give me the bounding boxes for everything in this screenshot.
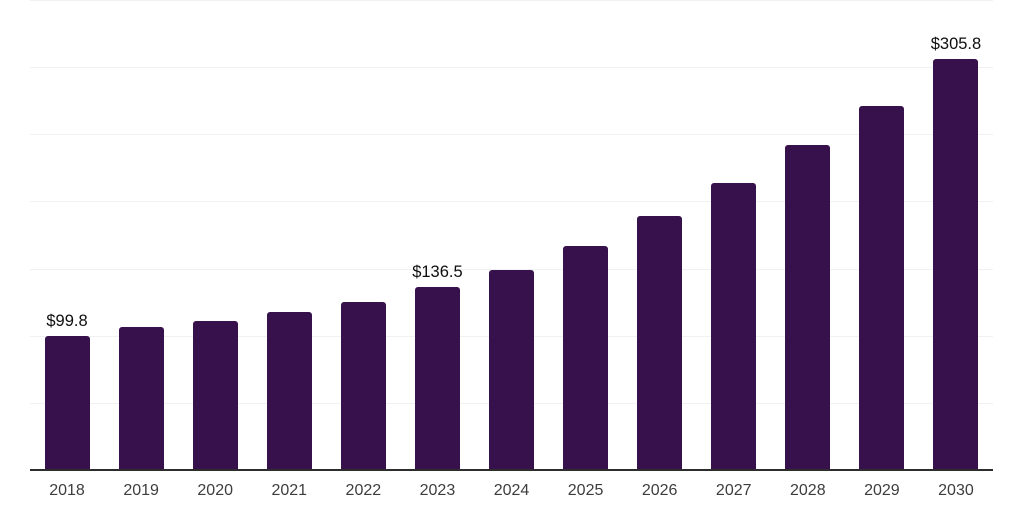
bar-2019 — [118, 327, 164, 470]
x-tick-label-2023: 2023 — [419, 482, 456, 499]
bar-2028 — [785, 145, 831, 470]
bar-2024 — [489, 270, 534, 470]
gridline-250 — [30, 134, 993, 136]
gridline-150 — [30, 268, 993, 270]
x-tick-label-2026: 2026 — [641, 482, 678, 499]
gridline-350 — [30, 0, 993, 1]
bar-2027 — [711, 183, 757, 470]
x-tick-label-2022: 2022 — [345, 482, 382, 499]
data-label-2030: $305.8 — [930, 35, 982, 54]
plot-area: $99.8 $136.5 $305.8 — [30, 0, 993, 470]
bar-2023 — [414, 286, 460, 470]
x-tick-label-2029: 2029 — [864, 482, 900, 499]
bar-2030 — [933, 59, 979, 470]
x-tick-label-2020: 2020 — [197, 482, 233, 499]
data-label-2023: $136.5 — [412, 262, 463, 281]
bar-2018 — [44, 335, 90, 470]
bar-2029 — [859, 105, 905, 470]
x-tick-label-2024: 2024 — [493, 482, 530, 499]
bar-2021 — [266, 311, 312, 470]
x-tick-label-2025: 2025 — [567, 482, 604, 499]
bar-2020 — [192, 321, 238, 470]
x-tick-label-2030: 2030 — [938, 482, 974, 499]
bar-2025 — [563, 245, 609, 470]
x-axis-tick-labels: 2018 2019 2020 2021 2022 2023 2024 2025 2026 2027… — [30, 481, 993, 505]
x-tick-label-2019: 2019 — [123, 482, 159, 499]
x-tick-label-2027: 2027 — [715, 482, 752, 499]
data-label-2018: $99.8 — [46, 312, 88, 331]
x-axis-line — [30, 469, 993, 471]
bar-2022 — [340, 302, 386, 470]
bar-2026 — [637, 215, 683, 470]
gridline-200 — [30, 201, 993, 203]
x-tick-label-2018: 2018 — [49, 482, 85, 499]
gridline-300 — [30, 67, 993, 69]
x-tick-label-2021: 2021 — [271, 482, 308, 499]
x-tick-label-2028: 2028 — [790, 482, 826, 499]
